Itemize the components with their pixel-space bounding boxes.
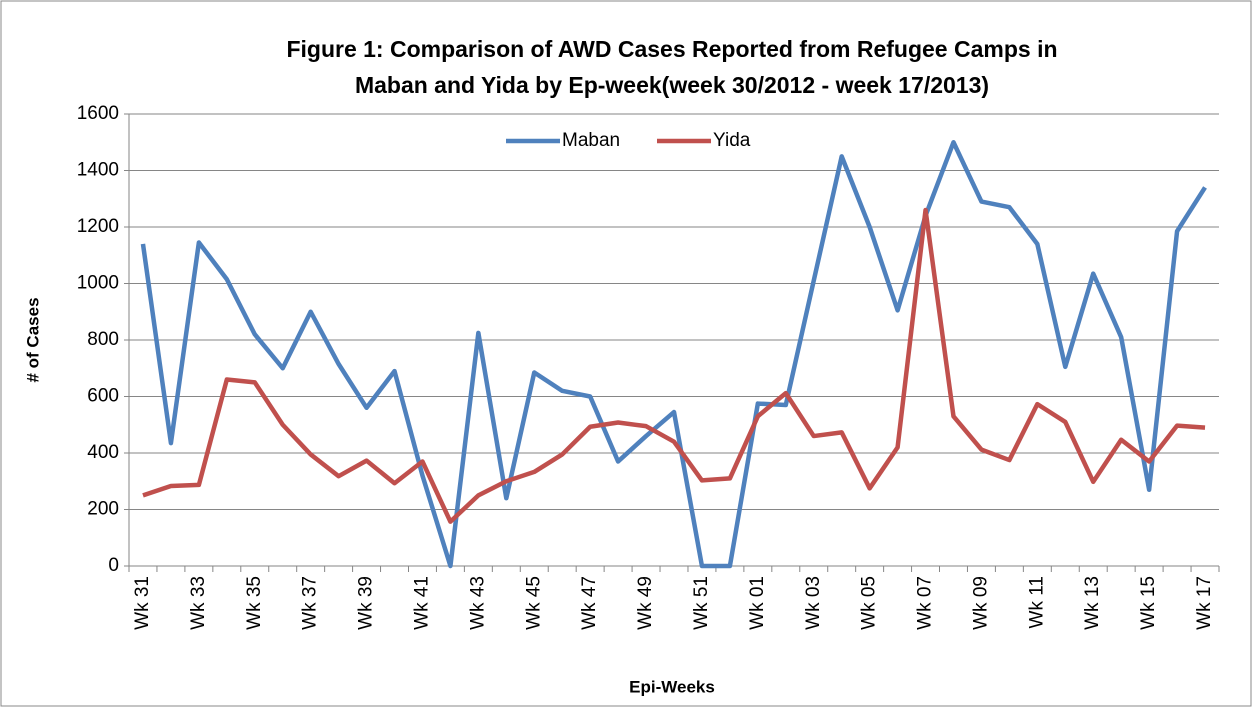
x-tick-label: Wk 41 — [411, 576, 432, 630]
x-tick-label: Wk 49 — [635, 576, 656, 630]
x-tick-label: Wk 43 — [467, 576, 488, 630]
chart-title: Maban and Yida by Ep-week(week 30/2012 -… — [355, 72, 989, 98]
series-line — [142, 207, 1206, 524]
x-tick-label: Wk 51 — [691, 576, 712, 630]
x-tick-label: Wk 47 — [579, 576, 600, 630]
x-tick-label: Wk 01 — [747, 576, 768, 630]
x-tick-label: Wk 13 — [1082, 576, 1103, 630]
series-line — [140, 140, 1207, 569]
chart-title: Figure 1: Comparison of AWD Cases Report… — [286, 36, 1057, 62]
x-tick-label: Wk 05 — [859, 576, 880, 630]
y-tick-label: 0 — [108, 555, 119, 576]
x-tick-label: Wk 09 — [970, 576, 991, 630]
y-tick-label: 1000 — [77, 273, 119, 294]
y-tick-label: 1400 — [77, 160, 119, 181]
x-tick-label: Wk 15 — [1138, 576, 1159, 630]
x-tick-label: Wk 31 — [132, 576, 153, 630]
y-tick-label: 800 — [87, 329, 119, 350]
x-tick-label: Wk 07 — [915, 576, 936, 630]
legend-label: Maban — [562, 130, 620, 151]
legend-label: Yida — [713, 130, 751, 151]
y-tick-label: 200 — [87, 499, 119, 520]
y-tick-label: 1200 — [77, 216, 119, 237]
y-tick-label: 400 — [87, 442, 119, 463]
x-tick-label: Wk 37 — [300, 576, 321, 630]
x-tick-label: Wk 39 — [356, 576, 377, 630]
x-axis-title: Epi-Weeks — [629, 677, 715, 696]
x-tick-label: Wk 33 — [188, 576, 209, 630]
x-tick-label: Wk 45 — [523, 576, 544, 630]
y-tick-label: 600 — [87, 386, 119, 407]
x-tick-label: Wk 03 — [803, 576, 824, 630]
x-tick-label: Wk 11 — [1026, 576, 1047, 628]
y-axis-title: # of Cases — [23, 297, 42, 382]
x-tick-label: Wk 35 — [244, 576, 265, 630]
x-tick-label: Wk 17 — [1194, 576, 1215, 630]
y-tick-label: 1600 — [77, 103, 119, 124]
